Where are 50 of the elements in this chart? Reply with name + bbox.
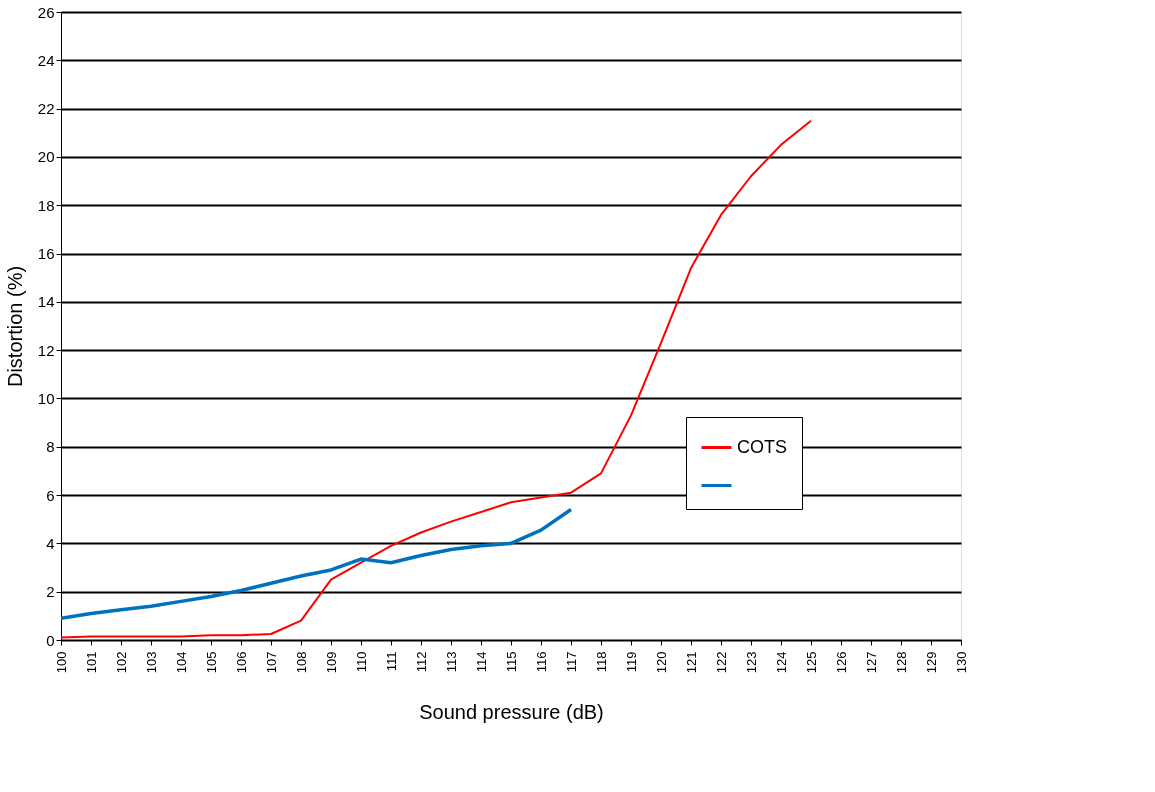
legend-label: COTS: [737, 436, 788, 457]
y-tick-label: 4: [46, 534, 55, 552]
y-tick-label: 24: [37, 51, 55, 69]
y-tick-label: 12: [37, 341, 55, 359]
x-tick-label: 113: [443, 651, 459, 673]
x-tick-label: 118: [593, 651, 609, 673]
y-axis-title: Distortion (%): [3, 265, 26, 388]
x-tick-label: 107: [263, 651, 279, 674]
x-tick-label: 108: [293, 651, 309, 674]
y-tick-label: 8: [46, 438, 55, 456]
y-tick-label: 20: [37, 148, 55, 166]
x-axis-title: Sound pressure (dB): [419, 701, 604, 724]
line-series: [61, 507, 573, 621]
y-tick-label: 6: [46, 486, 55, 504]
x-tick-label: 112: [413, 651, 429, 673]
x-tick-label: 123: [743, 651, 759, 674]
x-tick-label: 128: [893, 651, 909, 674]
x-tick-label: 124: [773, 651, 789, 674]
x-tick-label: 129: [923, 651, 939, 674]
x-tick-label: 117: [563, 651, 579, 673]
y-tick-label: 22: [37, 100, 55, 118]
x-tick-label: 114: [473, 651, 489, 673]
x-tick-label: 127: [863, 651, 879, 674]
x-tick-label: 119: [623, 651, 639, 673]
y-tick-label: 16: [37, 245, 55, 263]
x-tick-label: 126: [833, 651, 849, 674]
x-tick-label: 103: [143, 651, 159, 674]
y-tick-label: 10: [37, 389, 55, 407]
x-tick-label: 111: [383, 651, 399, 672]
x-tick-label: 104: [173, 651, 189, 674]
x-tick-label: 116: [533, 651, 549, 673]
y-tick-label: 18: [37, 196, 55, 214]
x-tick-label: 122: [713, 651, 729, 674]
x-tick-label: 120: [653, 651, 669, 674]
x-tick-label: 110: [353, 651, 369, 673]
line-series: [61, 119, 812, 639]
y-tick-label: 0: [46, 631, 55, 649]
x-tick-label: 125: [803, 651, 819, 674]
x-tick-label: 106: [233, 651, 249, 674]
y-tick-label: 2: [46, 583, 55, 601]
x-tick-label: 100: [53, 651, 69, 674]
x-tick-label: 105: [203, 651, 219, 674]
y-tick-label: 14: [37, 293, 55, 311]
x-tick-label: 109: [323, 651, 339, 674]
x-tick-label: 101: [83, 651, 99, 674]
x-tick-label: 115: [503, 651, 519, 673]
x-tick-label: 130: [953, 651, 969, 674]
x-tick-label: 121: [683, 651, 699, 674]
x-tick-label: 102: [113, 651, 129, 674]
y-tick-label: 26: [37, 3, 55, 21]
